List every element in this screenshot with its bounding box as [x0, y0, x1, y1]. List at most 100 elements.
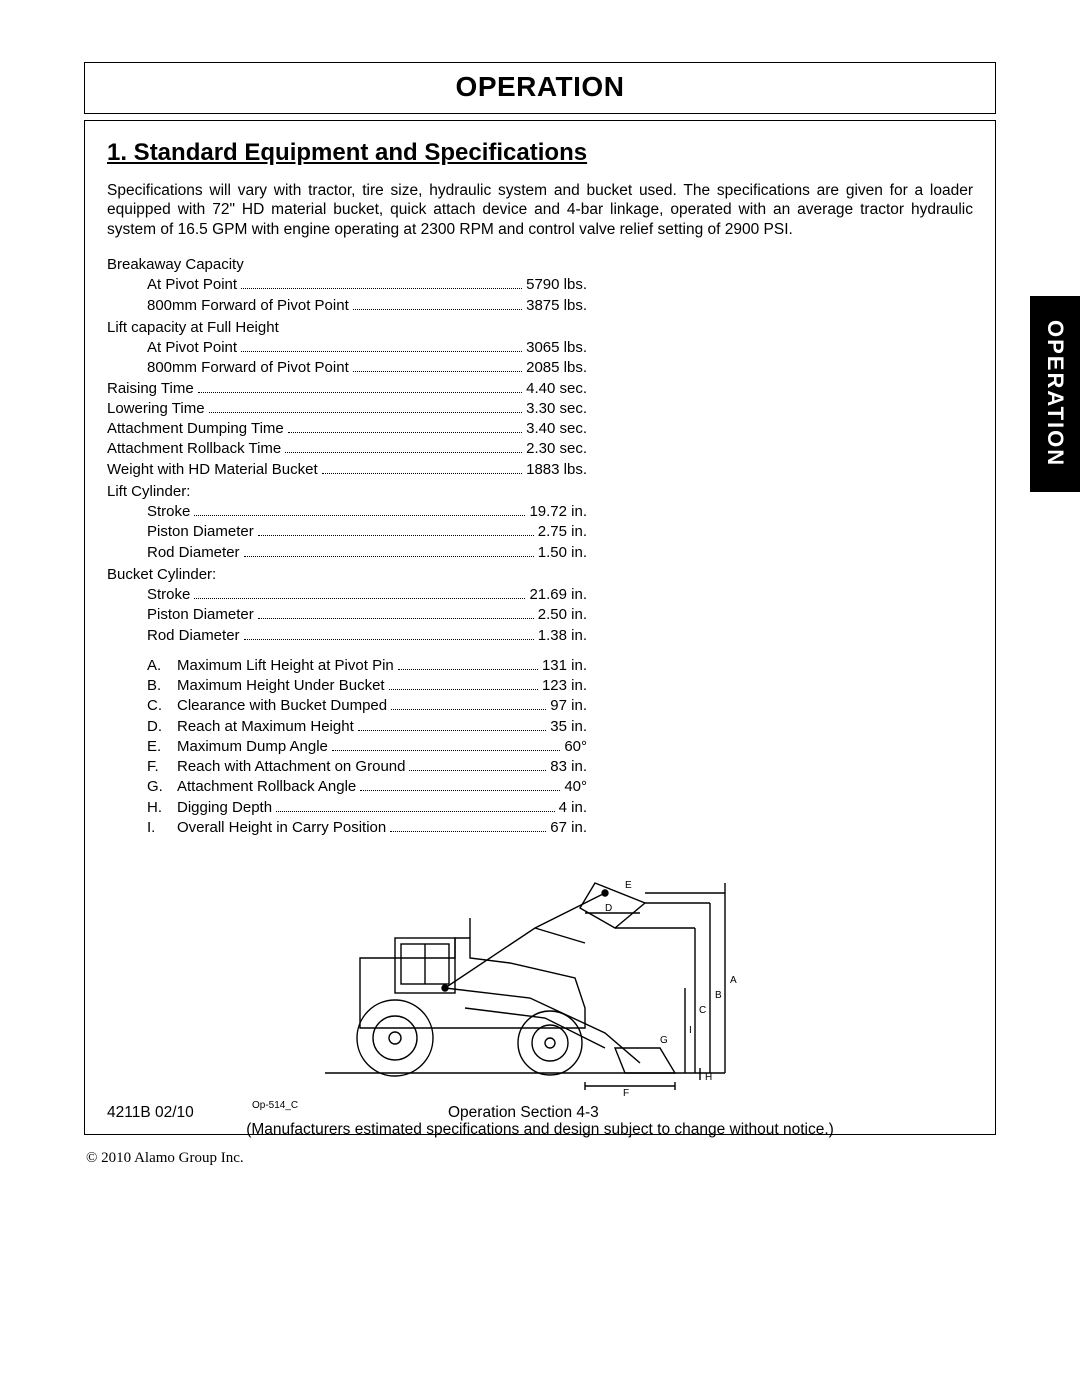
- page-footer: 4211B 02/10 Operation Section 4-3: [107, 1104, 973, 1122]
- spec-letter: G.: [147, 777, 177, 797]
- spec-value: 67 in.: [550, 818, 587, 838]
- spec-label: Piston Diameter: [147, 605, 254, 625]
- spec-row: Piston Diameter2.50 in.: [107, 605, 587, 625]
- side-tab-label: OPERATION: [1042, 320, 1068, 467]
- spec-value: 3065 lbs.: [526, 338, 587, 358]
- content-frame: 1. Standard Equipment and Specifications…: [84, 120, 996, 1135]
- spec-group-header: Lift Cylinder:: [107, 482, 587, 502]
- intro-paragraph: Specifications will vary with tractor, t…: [107, 181, 973, 239]
- spec-dots: [276, 798, 555, 812]
- spec-row: Stroke 19.72 in.: [107, 502, 587, 522]
- spec-list: Breakaway CapacityAt Pivot Point5790 lbs…: [107, 255, 587, 646]
- spec-dots: [241, 339, 522, 353]
- spec-value: 131 in.: [542, 656, 587, 676]
- spec-label: Clearance with Bucket Dumped: [177, 696, 387, 716]
- svg-text:H: H: [705, 1072, 712, 1083]
- side-tab: OPERATION: [1030, 296, 1080, 492]
- lettered-spec-list: A.Maximum Lift Height at Pivot Pin131 in…: [107, 656, 587, 838]
- spec-dots: [285, 440, 522, 454]
- spec-dots: [209, 399, 523, 413]
- spec-dots: [244, 626, 534, 640]
- spec-label: Reach at Maximum Height: [177, 717, 354, 737]
- lettered-spec-row: H.Digging Depth4 in.: [147, 798, 587, 818]
- spec-letter: B.: [147, 676, 177, 696]
- footer-section: Operation Section 4-3: [194, 1104, 973, 1122]
- spec-value: 3.30 sec.: [526, 399, 587, 419]
- spec-value: 2.75 in.: [538, 522, 587, 542]
- copyright: © 2010 Alamo Group Inc.: [86, 1150, 244, 1167]
- footer-model-date: 4211B 02/10: [107, 1104, 194, 1122]
- spec-group-header: Lift capacity at Full Height: [107, 318, 587, 338]
- spec-value: 19.72 in.: [529, 502, 587, 522]
- spec-label: Stroke: [147, 585, 190, 605]
- spec-label: Attachment Rollback Time: [107, 439, 281, 459]
- spec-value: 1.50 in.: [538, 543, 587, 563]
- lettered-spec-row: B.Maximum Height Under Bucket123 in.: [147, 676, 587, 696]
- spec-group-header: Breakaway Capacity: [107, 255, 587, 275]
- spec-value: 4.40 sec.: [526, 379, 587, 399]
- spec-row: 800mm Forward of Pivot Point2085 lbs.: [107, 358, 587, 378]
- spec-value: 5790 lbs.: [526, 275, 587, 295]
- spec-letter: D.: [147, 717, 177, 737]
- spec-value: 3875 lbs.: [526, 296, 587, 316]
- spec-label: Weight with HD Material Bucket: [107, 460, 318, 480]
- spec-label: Lowering Time: [107, 399, 205, 419]
- diagram: A B C D E F H I G Op-514_C: [107, 868, 973, 1111]
- spec-dots: [244, 543, 534, 557]
- spec-dots: [198, 379, 522, 393]
- svg-text:I: I: [689, 1025, 692, 1036]
- lettered-spec-row: G.Attachment Rollback Angle 40°: [147, 777, 587, 797]
- spec-label: Piston Diameter: [147, 522, 254, 542]
- spec-letter: H.: [147, 798, 177, 818]
- lettered-spec-row: F.Reach with Attachment on Ground83 in.: [147, 757, 587, 777]
- spec-row: Attachment Dumping Time3.40 sec.: [107, 419, 587, 439]
- spec-row: Lowering Time 3.30 sec.: [107, 399, 587, 419]
- page-title-frame: OPERATION: [84, 62, 996, 114]
- spec-row: Rod Diameter1.50 in.: [107, 543, 587, 563]
- spec-dots: [353, 359, 522, 373]
- spec-dots: [194, 503, 525, 517]
- spec-value: 1.38 in.: [538, 626, 587, 646]
- spec-label: Raising Time: [107, 379, 194, 399]
- spec-label: Maximum Dump Angle: [177, 737, 328, 757]
- spec-label: Attachment Rollback Angle: [177, 777, 356, 797]
- spec-value: 123 in.: [542, 676, 587, 696]
- spec-label: Digging Depth: [177, 798, 272, 818]
- spec-label: Reach with Attachment on Ground: [177, 757, 405, 777]
- spec-dots: [322, 460, 522, 474]
- svg-text:E: E: [625, 880, 632, 891]
- spec-value: 1883 lbs.: [526, 460, 587, 480]
- spec-label: 800mm Forward of Pivot Point: [147, 296, 349, 316]
- svg-text:D: D: [605, 903, 612, 914]
- svg-text:B: B: [715, 990, 722, 1001]
- spec-dots: [398, 656, 538, 670]
- spec-dots: [390, 818, 546, 832]
- spec-dots: [258, 523, 534, 537]
- spec-value: 2085 lbs.: [526, 358, 587, 378]
- spec-label: Stroke: [147, 502, 190, 522]
- spec-letter: C.: [147, 696, 177, 716]
- spec-label: At Pivot Point: [147, 275, 237, 295]
- svg-text:F: F: [623, 1088, 629, 1098]
- spec-row: Piston Diameter 2.75 in.: [107, 522, 587, 542]
- spec-dots: [241, 276, 522, 290]
- notice-text: (Manufacturers estimated specifications …: [107, 1121, 973, 1139]
- spec-dots: [353, 296, 522, 310]
- svg-text:C: C: [699, 1005, 706, 1016]
- spec-letter: I.: [147, 818, 177, 838]
- spec-label: At Pivot Point: [147, 338, 237, 358]
- spec-dots: [360, 778, 560, 792]
- spec-letter: E.: [147, 737, 177, 757]
- spec-dots: [288, 420, 522, 434]
- spec-dots: [332, 737, 560, 751]
- spec-row: Raising Time 4.40 sec.: [107, 379, 587, 399]
- spec-row: Stroke21.69 in.: [107, 585, 587, 605]
- lettered-spec-row: I.Overall Height in Carry Position67 in.: [147, 818, 587, 838]
- spec-letter: F.: [147, 757, 177, 777]
- page-title: OPERATION: [85, 71, 995, 103]
- spec-value: 40°: [564, 777, 587, 797]
- spec-row: 800mm Forward of Pivot Point 3875 lbs.: [107, 296, 587, 316]
- lettered-spec-row: C.Clearance with Bucket Dumped97 in.: [147, 696, 587, 716]
- spec-dots: [409, 758, 546, 772]
- spec-row: Rod Diameter1.38 in.: [107, 626, 587, 646]
